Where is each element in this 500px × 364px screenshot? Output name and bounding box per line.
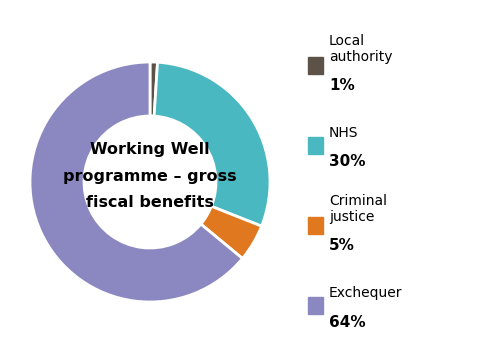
Wedge shape (150, 62, 158, 116)
Text: Exchequer: Exchequer (329, 286, 402, 300)
Text: Working Well: Working Well (90, 142, 210, 157)
Wedge shape (201, 206, 262, 258)
Wedge shape (154, 62, 270, 226)
Text: programme – gross: programme – gross (63, 169, 237, 183)
Text: 5%: 5% (329, 238, 355, 253)
Text: Criminal
justice: Criminal justice (329, 194, 387, 224)
Text: 1%: 1% (329, 78, 355, 93)
Text: 64%: 64% (329, 314, 366, 330)
Text: fiscal benefits: fiscal benefits (86, 195, 214, 210)
Wedge shape (30, 62, 242, 302)
Text: NHS: NHS (329, 126, 358, 140)
Text: Local
authority: Local authority (329, 34, 392, 64)
Text: 30%: 30% (329, 154, 366, 170)
